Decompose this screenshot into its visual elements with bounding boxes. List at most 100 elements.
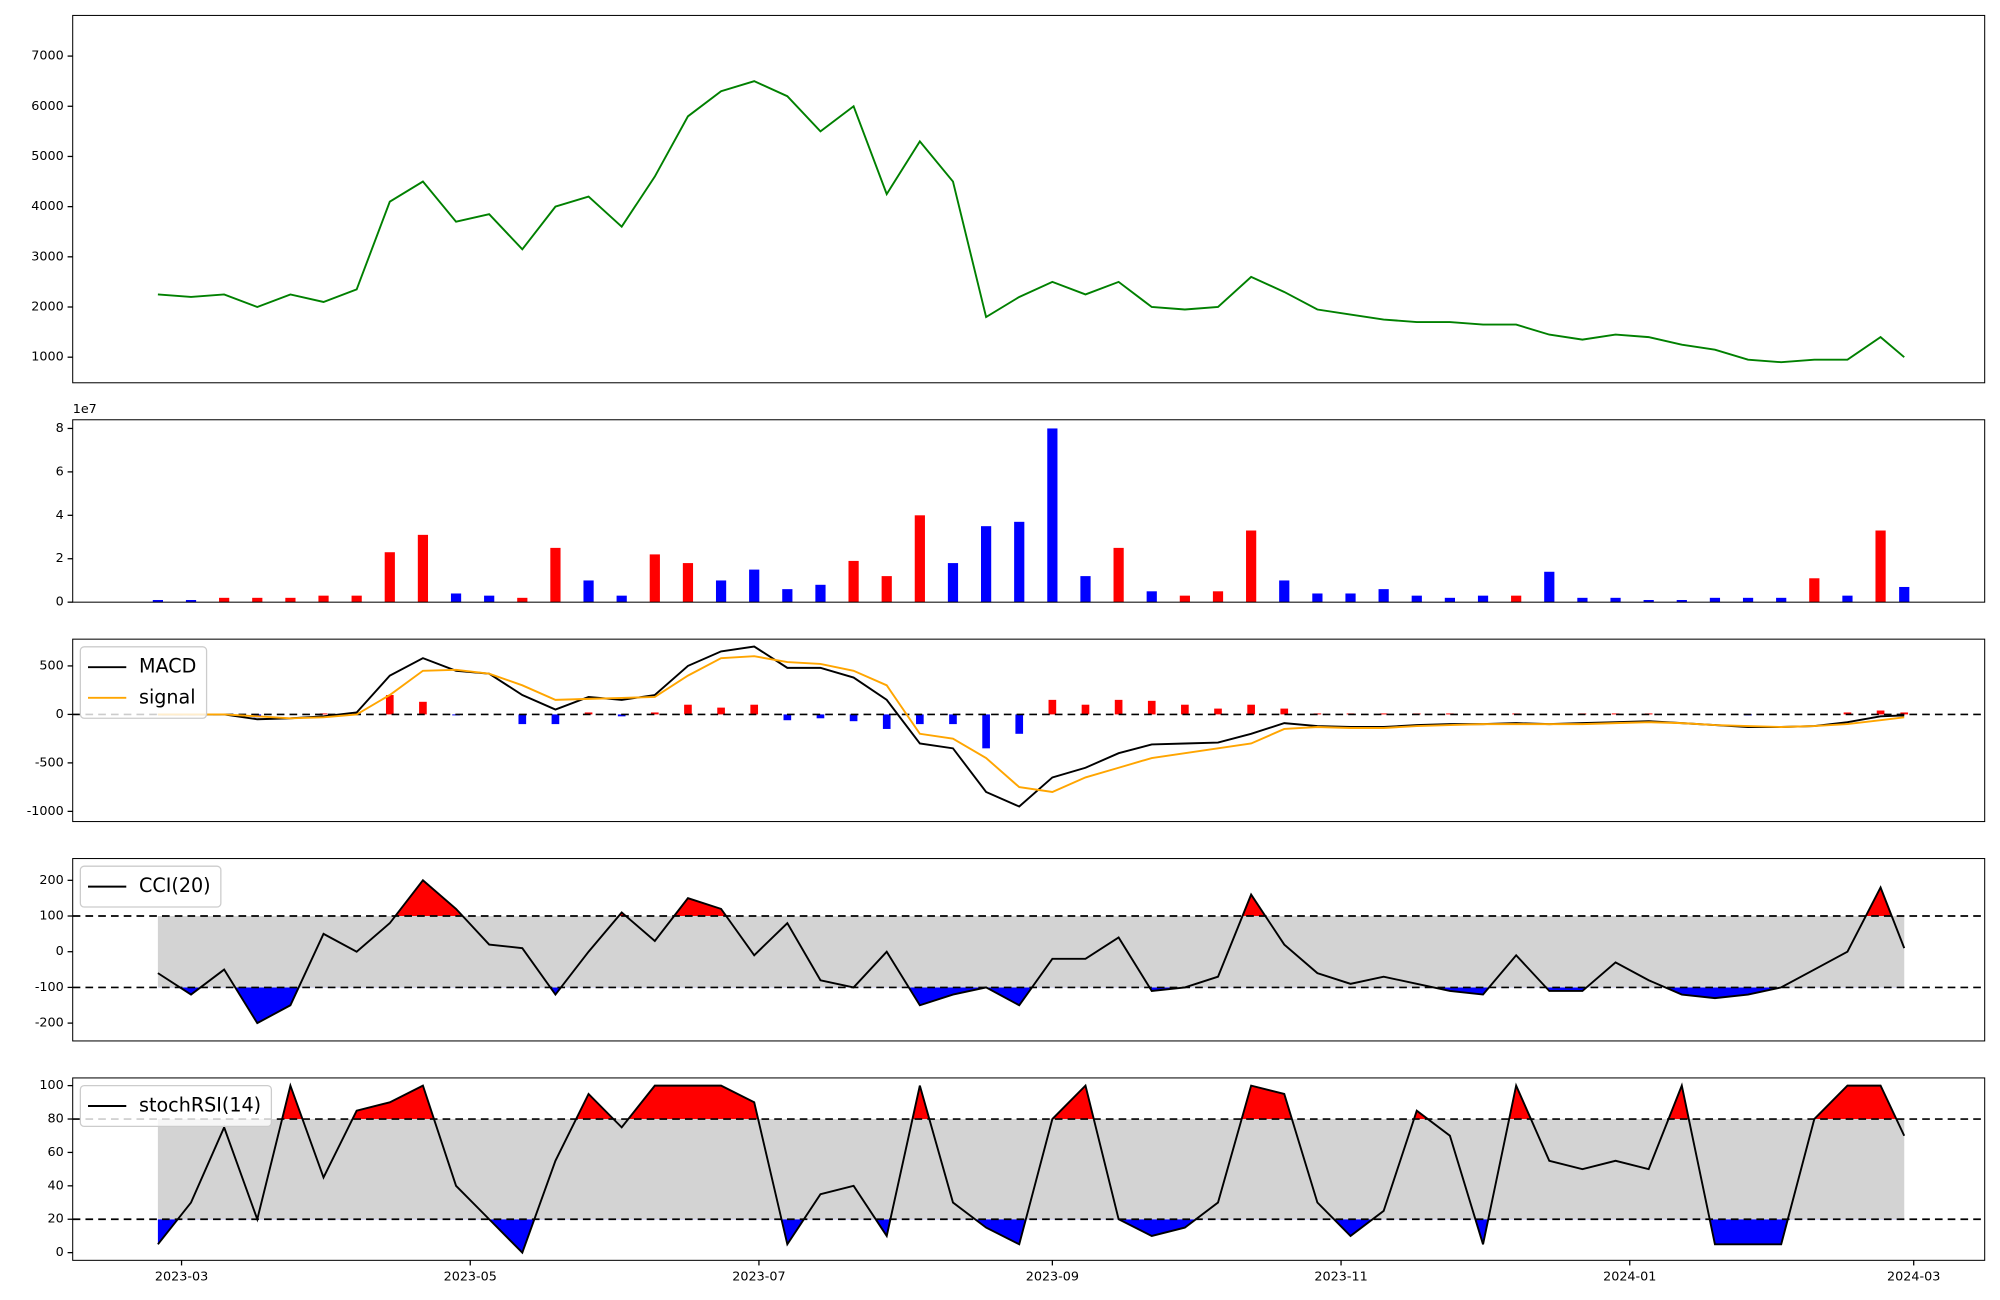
volume-bar <box>1511 595 1522 603</box>
volume-bar <box>1776 597 1787 603</box>
y-tick-label: 0 <box>56 1245 64 1260</box>
y-tick-label: 1000 <box>31 350 63 365</box>
volume-bar <box>550 547 561 603</box>
series-line <box>157 655 1905 793</box>
legend-box <box>79 646 208 719</box>
neutral-band <box>157 916 1905 988</box>
volume-bar <box>1444 597 1456 603</box>
volume-bar <box>1544 571 1555 603</box>
legend-label: MACD <box>139 655 196 678</box>
y-tick-label: -200 <box>35 1016 64 1031</box>
plot-area <box>72 15 1985 383</box>
histogram-bar <box>385 695 394 715</box>
histogram-bar <box>882 714 891 729</box>
volume-bar <box>583 580 594 603</box>
histogram-bar <box>916 714 924 725</box>
volume-bar <box>848 560 859 603</box>
y-tick-label: 20 <box>48 1212 64 1227</box>
volume-bar <box>1643 599 1654 603</box>
histogram-bar <box>1280 708 1289 715</box>
histogram-bar <box>783 714 792 721</box>
volume-bar <box>351 595 362 603</box>
volume-bar <box>715 580 727 603</box>
histogram-bar <box>1114 699 1123 715</box>
volume-bar <box>914 515 925 603</box>
y-tick-label: -500 <box>35 755 64 770</box>
volume-bar <box>1047 428 1058 603</box>
volume-bar <box>1411 595 1422 603</box>
volume-bar <box>649 554 660 603</box>
volume-bar <box>1312 593 1323 603</box>
legend-label: stochRSI(14) <box>139 1093 261 1116</box>
volume-bar <box>1577 597 1588 603</box>
histogram-bar <box>1247 704 1255 715</box>
histogram-bar <box>551 714 560 725</box>
x-tick-label: 2023-07 <box>732 1269 785 1284</box>
price-line <box>157 80 1905 364</box>
plot-frame <box>72 419 1986 603</box>
y-tick-label: -100 <box>35 980 64 995</box>
y-tick-label: 6 <box>56 464 64 479</box>
series-line <box>157 878 1906 1025</box>
plot-area <box>72 639 1985 822</box>
y-tick-label: 2 <box>56 551 64 566</box>
axis-offset-label: 1e7 <box>73 402 97 417</box>
volume-bar <box>1345 593 1356 603</box>
volume-bar <box>219 597 230 603</box>
histogram-bar <box>1214 708 1222 715</box>
y-tick-label: 4 <box>56 508 64 523</box>
y-tick-label: 4000 <box>31 199 63 214</box>
histogram-bar <box>1081 704 1090 715</box>
volume-bar <box>1113 547 1124 603</box>
y-tick-label: 3000 <box>31 249 63 264</box>
volume-bar <box>384 552 395 603</box>
histogram-bar <box>1876 710 1885 715</box>
histogram-bar <box>584 712 593 715</box>
plot-frame <box>72 638 1986 823</box>
y-tick-label: 8 <box>56 421 64 436</box>
y-tick-label: 7000 <box>31 49 63 64</box>
y-tick-label: 40 <box>48 1178 64 1193</box>
volume-bar <box>1080 576 1091 603</box>
volume-bar <box>1146 591 1157 603</box>
volume-bar <box>1212 591 1224 603</box>
volume-bar <box>981 526 992 603</box>
volume-bar <box>450 593 462 603</box>
volume-bar <box>682 563 694 603</box>
y-tick-label: 200 <box>39 873 63 888</box>
histogram-bar <box>717 707 725 715</box>
volume-bar <box>1899 586 1910 603</box>
volume-bar <box>1246 530 1257 603</box>
volume-bar <box>152 599 163 603</box>
legend-box <box>79 1084 273 1128</box>
plot-frame <box>72 14 1986 384</box>
series-line <box>157 645 1905 808</box>
volume-bar <box>1477 595 1489 603</box>
histogram-bar <box>1147 700 1156 715</box>
legend-box <box>79 865 222 908</box>
histogram-bar <box>1379 713 1388 715</box>
histogram-bar <box>1015 714 1024 734</box>
volume-bar <box>1842 595 1853 603</box>
plot-area <box>72 419 1985 603</box>
x-tick-label: 2023-05 <box>444 1269 497 1284</box>
volume-bar <box>1378 589 1389 603</box>
y-tick-label: 5000 <box>31 149 63 164</box>
volume-bar <box>782 589 793 603</box>
neutral-band <box>157 1119 1905 1220</box>
y-tick-label: 6000 <box>31 99 63 114</box>
legend: MACD signal <box>79 646 208 719</box>
volume-bar <box>815 584 826 603</box>
y-tick-label: 60 <box>48 1145 64 1160</box>
volume-bar <box>1676 599 1687 603</box>
volume-bar <box>252 597 263 603</box>
plot-frame <box>72 1077 1986 1261</box>
x-tick-label: 2023-09 <box>1026 1269 1079 1284</box>
histogram-bar <box>949 714 957 725</box>
y-tick-label: 0 <box>56 595 64 610</box>
x-tick-label: 2023-03 <box>155 1269 208 1284</box>
volume-bar <box>285 597 296 603</box>
histogram-bar <box>1048 699 1057 715</box>
